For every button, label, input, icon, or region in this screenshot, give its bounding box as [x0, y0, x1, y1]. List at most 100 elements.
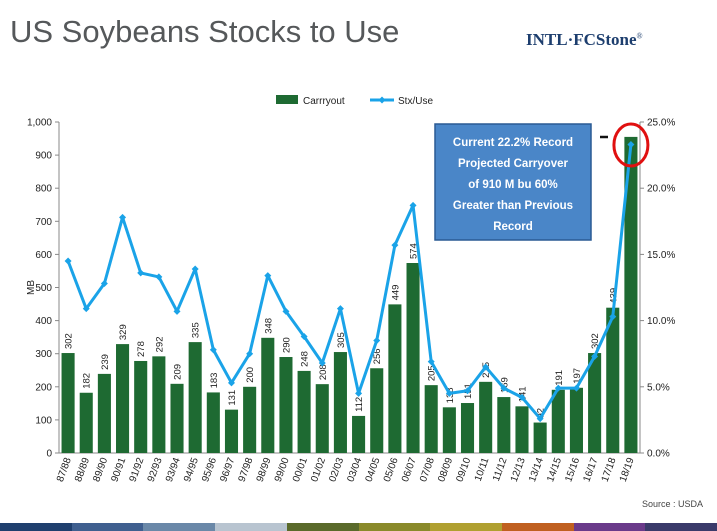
- x-tick-label: 92/93: [146, 456, 165, 484]
- stx-use-point: [572, 384, 580, 392]
- callout-text-line: Current 22.2% Record: [453, 137, 573, 149]
- stx-use-point: [373, 336, 381, 344]
- x-tick-label: 01/02: [309, 456, 328, 484]
- y-left-tick-label: 400: [35, 316, 52, 327]
- callout-box: [434, 123, 592, 241]
- stx-use-line: [66, 144, 633, 421]
- bar: [533, 422, 547, 453]
- strip-segment: [645, 523, 717, 531]
- bar-data-label: 112: [354, 397, 365, 412]
- bar: [79, 392, 93, 453]
- bar: [116, 344, 130, 453]
- strip-segment: [0, 523, 72, 531]
- y-right-tick-label: 15.0%: [647, 250, 675, 261]
- x-tick-label: 93/94: [164, 456, 183, 484]
- bar: [551, 389, 565, 453]
- stx-use-point: [536, 415, 544, 423]
- x-tick-label: 91/92: [128, 456, 147, 484]
- bar: [279, 357, 293, 453]
- callout-text-line: of 910 M bu 60%: [468, 179, 557, 191]
- y-left-tick-label: 700: [35, 217, 52, 228]
- x-tick-label: 00/01: [291, 456, 310, 484]
- x-tick-label: 02/03: [327, 456, 346, 484]
- x-tick-label: 87/88: [55, 456, 74, 484]
- x-tick-label: 13/14: [527, 456, 546, 484]
- stx-use-point: [518, 393, 526, 401]
- bar: [624, 136, 638, 453]
- bar: [515, 406, 529, 453]
- stx-use-point: [300, 332, 308, 340]
- bar: [388, 304, 402, 453]
- x-tick-label: 98/99: [255, 456, 274, 484]
- bar-data-label: 131: [227, 390, 238, 406]
- strip-segment: [215, 523, 287, 531]
- bar: [406, 263, 420, 453]
- bar-data-label: 183: [209, 373, 220, 389]
- bar-data-label: 208: [318, 364, 329, 380]
- bar-data-label: 92: [536, 408, 547, 419]
- bar-data-label: 169: [499, 377, 510, 393]
- strip-segment: [501, 523, 574, 531]
- stx-use-point: [246, 350, 254, 358]
- bar: [370, 368, 384, 453]
- x-tick-label: 03/04: [345, 456, 364, 484]
- bar: [442, 407, 456, 453]
- bar: [479, 381, 493, 453]
- strip-segment: [573, 523, 646, 531]
- bar-data-label: 197: [572, 368, 583, 384]
- stx-use-point: [82, 305, 90, 313]
- stx-use-point: [445, 389, 453, 397]
- x-tick-label: 99/00: [273, 456, 292, 484]
- strip-segment: [358, 523, 431, 531]
- bar-data-label: 182: [82, 373, 93, 389]
- bar-data-label: 239: [100, 354, 111, 370]
- bar-data-label: 248: [300, 351, 311, 367]
- y-left-tick-label: 800: [35, 184, 52, 195]
- bar-data-label: 305: [336, 332, 347, 348]
- x-tick-label: 12/13: [509, 456, 528, 484]
- x-tick-label: 88/89: [73, 456, 92, 484]
- x-tick-label: 95/96: [200, 456, 219, 484]
- callout-text-line: Projected Carryover: [458, 158, 568, 170]
- stx-use-point: [64, 257, 72, 265]
- x-tick-label: 10/11: [473, 456, 492, 483]
- bar: [261, 337, 275, 453]
- highlight-circle: [612, 122, 650, 168]
- bar: [569, 387, 583, 453]
- x-tick-label: 11/12: [491, 456, 510, 483]
- bar: [61, 353, 75, 453]
- bar-data-label: 209: [173, 364, 184, 380]
- bottom-color-strip: [0, 523, 717, 531]
- bar: [224, 409, 239, 453]
- stx-use-point: [209, 346, 217, 354]
- y-left-tick-label: 900: [35, 151, 52, 162]
- bar: [424, 385, 438, 453]
- y-left-tick-label: 200: [35, 382, 52, 393]
- stx-use-point: [500, 384, 508, 392]
- x-tick-label: 06/07: [400, 456, 419, 484]
- bar-data-label: 256: [372, 348, 383, 364]
- y-right-tick-label: 25.0%: [647, 118, 675, 129]
- y-left-tick-label: 300: [35, 349, 52, 360]
- bar: [315, 384, 329, 453]
- legend-swatch-stxuse-marker: [378, 96, 386, 104]
- stx-use-point: [554, 384, 562, 392]
- stx-use-point: [227, 379, 235, 387]
- bar-data-label: 205: [427, 365, 438, 381]
- bar-data-label: 348: [263, 318, 274, 334]
- bar: [333, 352, 347, 453]
- bar-data-label: 302: [64, 333, 75, 349]
- bar: [170, 383, 184, 453]
- bar-data-label: 141: [517, 386, 528, 402]
- bar: [97, 373, 111, 453]
- stx-use-point: [100, 280, 108, 288]
- stx-use-point: [427, 358, 435, 366]
- strip-segment: [430, 523, 502, 531]
- bar-data-label: 191: [554, 370, 565, 386]
- stx-use-point: [591, 352, 599, 360]
- y-right-tick-label: 10.0%: [647, 316, 675, 327]
- y-axis-label: MB: [26, 280, 37, 295]
- bar: [588, 353, 602, 453]
- slide-title: US Soybeans Stocks to Use: [10, 14, 400, 49]
